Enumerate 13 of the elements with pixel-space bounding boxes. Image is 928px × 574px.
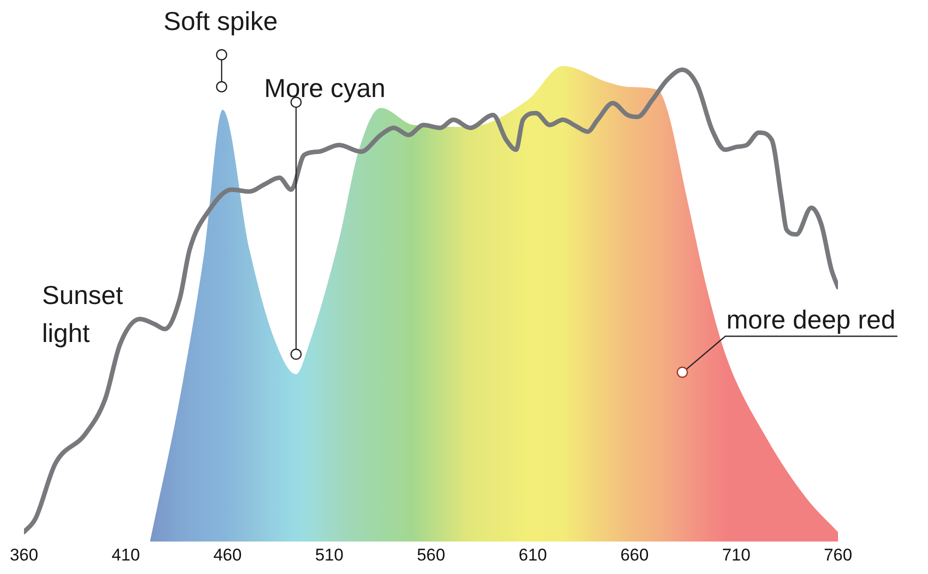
annotation: More cyan (264, 73, 386, 104)
x-tick-label: 410 (112, 545, 140, 564)
annotation: more deep red (726, 304, 896, 334)
x-tick-label: 760 (824, 545, 852, 564)
x-tick-label: 460 (213, 545, 242, 564)
x-tick-label: 660 (620, 545, 649, 564)
x-tick-label: 710 (722, 545, 750, 564)
x-tick-label: 560 (416, 545, 446, 564)
series-label: Sunset light (42, 280, 124, 348)
x-tick-label: 510 (315, 545, 344, 564)
annotation: Soft spike (164, 6, 278, 36)
x-tick-label: 360 (10, 545, 38, 564)
x-tick-label: 610 (518, 545, 547, 564)
